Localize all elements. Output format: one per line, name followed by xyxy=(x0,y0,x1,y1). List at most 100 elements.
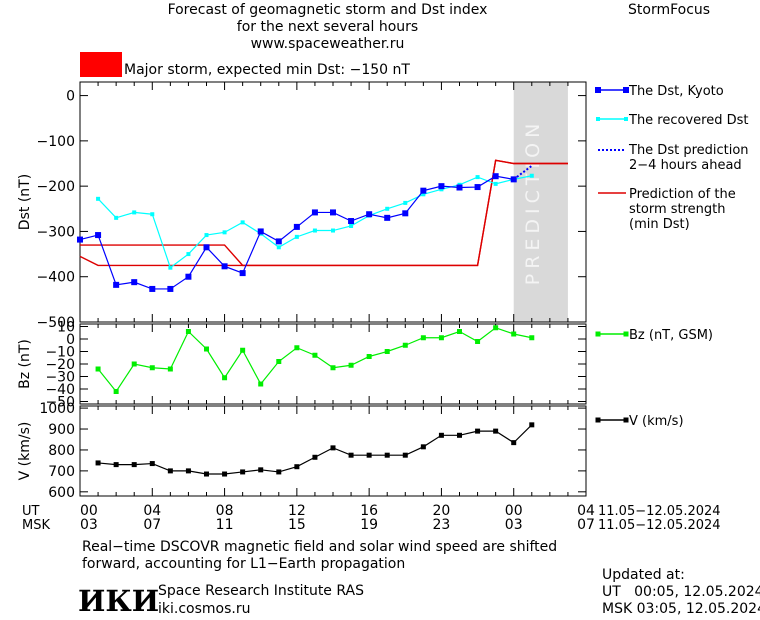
legend-marker xyxy=(624,117,628,121)
footer-note-line1: Real−time DSCOVR magnetic field and sola… xyxy=(82,539,558,555)
v-point xyxy=(258,467,264,473)
legend-marker xyxy=(595,417,601,423)
legend-storm-strength: storm strength xyxy=(629,202,726,217)
msk-date-range: 11.05−12.05.2024 xyxy=(598,518,721,533)
legend-recovered-dst: The recovered Dst xyxy=(628,113,748,128)
footer-note-line2: forward, accounting for L1−Earth propaga… xyxy=(82,556,406,572)
dst-y-tick-label: −200 xyxy=(37,179,75,195)
v-point xyxy=(384,452,390,458)
msk-tick-label: 15 xyxy=(288,517,306,533)
storm-color-swatch xyxy=(80,52,122,77)
dst-axis-label: Dst (nT) xyxy=(17,174,33,230)
ut-tick-label: 20 xyxy=(433,503,451,519)
institute-site: iki.cosmos.ru xyxy=(158,601,251,617)
dst-panel-frame xyxy=(79,81,587,323)
dst-kyoto-point xyxy=(456,184,463,191)
v-point xyxy=(529,422,535,428)
dst-y-tick-label: −400 xyxy=(37,270,75,286)
chart-subtitle: for the next several hours xyxy=(236,19,419,35)
bz-point xyxy=(276,359,282,364)
dst-y-tick-label: 0 xyxy=(66,89,75,105)
updated-msk: MSK 03:05, 12.05.2024 xyxy=(602,601,760,617)
bz-point xyxy=(95,366,101,372)
dst-kyoto-point xyxy=(131,279,138,286)
dst-kyoto-point xyxy=(275,238,282,245)
bz-point xyxy=(258,381,264,387)
recovered-dst-point xyxy=(96,196,101,201)
dst-kyoto-point xyxy=(384,214,391,221)
bz-point xyxy=(149,365,155,371)
v-y-tick-label: 700 xyxy=(48,464,75,480)
bz-point xyxy=(240,347,246,353)
dst-kyoto-point xyxy=(492,173,499,180)
recovered-dst-point xyxy=(493,181,498,186)
v-point xyxy=(457,432,462,438)
ut-tick-label: 00 xyxy=(80,503,98,519)
storm-level-label: Major storm, expected min Dst: −150 nT xyxy=(124,62,410,78)
dst-kyoto-point xyxy=(366,211,373,218)
recovered-dst-point xyxy=(240,220,245,225)
bz-point xyxy=(204,346,209,352)
prediction-zone-label: PREDICTION xyxy=(522,119,544,286)
msk-tick-label: 03 xyxy=(80,517,98,533)
v-point xyxy=(167,468,173,474)
msk-tick-label: 19 xyxy=(360,517,378,533)
recovered-dst-point xyxy=(294,234,299,239)
dst-kyoto-point xyxy=(239,270,246,277)
legend-marker xyxy=(623,87,629,93)
bz-point xyxy=(366,354,372,359)
bz-point xyxy=(330,365,336,371)
brand-label: StormFocus xyxy=(628,2,711,18)
dst-kyoto-point xyxy=(420,187,427,194)
recovered-dst-point xyxy=(475,175,480,180)
legend-marker xyxy=(623,417,629,423)
ut-tick-label: 12 xyxy=(288,503,306,519)
v-point xyxy=(348,452,354,458)
dst-kyoto-point xyxy=(293,223,300,230)
bz-axis-label: Bz (nT) xyxy=(17,339,33,389)
legend-dst-prediction: 2−4 hours ahead xyxy=(629,158,742,173)
dst-kyoto-point xyxy=(77,236,83,243)
v-y-tick-label: 600 xyxy=(48,485,75,501)
legend-marker xyxy=(595,331,601,337)
v-point xyxy=(511,440,517,446)
recovered-dst-point xyxy=(385,206,390,211)
recovered-dst-point xyxy=(132,210,137,215)
bz-point xyxy=(348,362,354,368)
dst-y-tick-label: −500 xyxy=(37,315,75,331)
bz-point xyxy=(294,345,300,351)
v-point xyxy=(113,462,119,468)
v-point xyxy=(95,460,101,466)
bz-y-tick-label: −30 xyxy=(45,370,75,386)
bz-point xyxy=(457,329,462,334)
dst-kyoto-point xyxy=(185,273,192,280)
legend-marker xyxy=(595,87,601,93)
dst-kyoto-point xyxy=(95,232,102,239)
dst-kyoto-point xyxy=(348,218,355,225)
bz-point xyxy=(312,352,318,358)
recovered-dst-point xyxy=(529,173,534,178)
recovered-dst-point xyxy=(439,187,444,192)
v-point xyxy=(204,471,209,477)
dst-kyoto-point xyxy=(474,184,481,191)
msk-tick-label: 03 xyxy=(505,517,523,533)
dst-y-tick-label: −100 xyxy=(37,134,75,150)
dst-kyoto-point xyxy=(203,244,210,251)
recovered-dst-line xyxy=(97,175,532,269)
bz-point xyxy=(529,335,535,341)
bz-point xyxy=(222,375,228,381)
recovered-dst-point xyxy=(204,233,209,238)
v-point xyxy=(222,471,228,477)
prediction-zone xyxy=(513,82,568,322)
recovered-dst-point xyxy=(150,212,155,217)
v-axis-label: V (km/s) xyxy=(17,422,33,481)
bz-point xyxy=(475,339,481,344)
site-url: www.spaceweather.ru xyxy=(250,36,405,52)
v-point xyxy=(493,428,499,434)
v-point xyxy=(366,452,372,458)
dst-kyoto-point xyxy=(438,183,445,190)
legend-storm-strength: Prediction of the xyxy=(629,187,736,202)
dst-kyoto-point xyxy=(257,228,264,235)
v-y-tick-label: 1000 xyxy=(39,401,75,417)
